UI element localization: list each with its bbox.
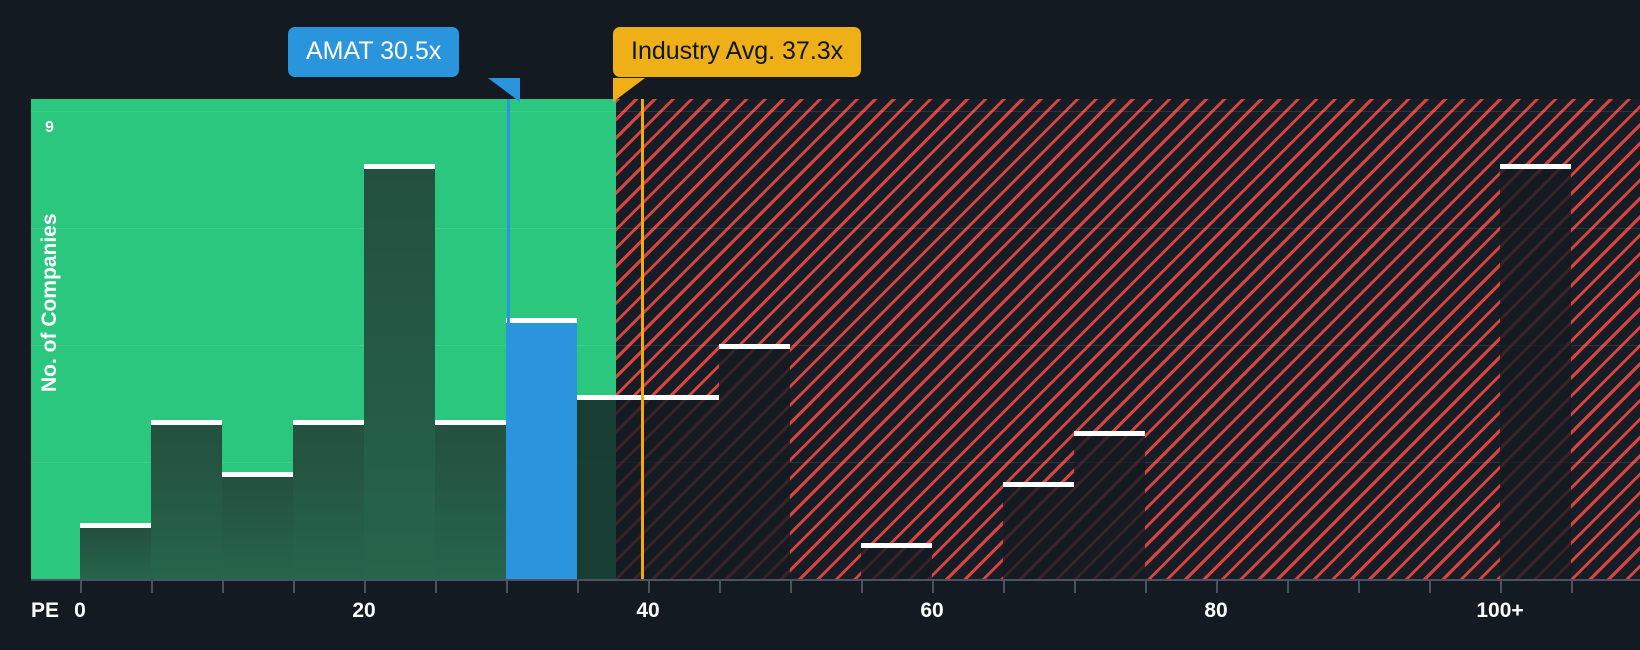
bar-cap [577, 394, 648, 400]
bar-cap [1003, 481, 1074, 487]
bar-cap [222, 471, 293, 477]
overvalued-zone [616, 99, 1640, 579]
x-axis-tick [151, 581, 153, 593]
bar-body [719, 348, 790, 579]
x-axis-prefix-label: PE [31, 599, 60, 622]
x-axis-tick [1287, 581, 1289, 593]
x-axis-line [31, 579, 1640, 581]
x-axis-tick [1074, 581, 1076, 593]
bar-body [151, 425, 222, 579]
histogram-bar[interactable] [719, 343, 790, 579]
bar-cap [719, 343, 790, 349]
bar-body [1074, 435, 1145, 579]
industry-marker-line [641, 99, 644, 579]
bar-body [435, 425, 506, 579]
bar-cap [1500, 164, 1571, 170]
bar-body [861, 548, 932, 579]
histogram-bar[interactable] [577, 394, 648, 579]
x-axis-tick [1358, 581, 1360, 593]
bar-body [648, 399, 719, 579]
x-axis-label: 60 [920, 599, 944, 622]
histogram-bar[interactable] [222, 471, 293, 579]
company-callout-label: AMAT 30.5x [306, 37, 442, 65]
x-axis-label: 0 [74, 599, 86, 622]
x-axis-tick [293, 581, 295, 593]
company-callout[interactable]: AMAT 30.5x [288, 27, 460, 77]
x-axis-tick [861, 581, 863, 593]
histogram-bar[interactable] [151, 420, 222, 579]
industry-callout[interactable]: Industry Avg. 37.3x [613, 27, 862, 77]
bar-cap [861, 543, 932, 549]
company-marker-line [507, 99, 510, 579]
histogram-bar[interactable] [1500, 164, 1571, 579]
x-axis-tick [1145, 581, 1147, 593]
x-axis-label: 100+ [1476, 599, 1524, 622]
x-axis-tick [1500, 581, 1502, 593]
bar-cap [80, 522, 151, 528]
histogram-bar[interactable] [364, 164, 435, 579]
bar-cap [293, 420, 364, 426]
x-axis-tick [1003, 581, 1005, 593]
x-axis-tick [222, 581, 224, 593]
bar-cap [151, 420, 222, 426]
bar-body [506, 322, 577, 579]
x-axis-tick [364, 581, 366, 593]
x-axis-tick [1429, 581, 1431, 593]
bar-cap [435, 420, 506, 426]
y-axis-max-value: 9 [45, 119, 54, 136]
x-axis-tick [577, 581, 579, 593]
x-axis-tick [648, 581, 650, 593]
plot-area [31, 99, 1640, 579]
x-axis-tick [719, 581, 721, 593]
histogram-bar[interactable] [435, 420, 506, 579]
bar-body [1003, 486, 1074, 579]
histogram-bar[interactable] [1074, 430, 1145, 579]
x-axis-tick [1216, 581, 1218, 593]
x-axis-label: 80 [1204, 599, 1228, 622]
histogram-bar[interactable] [293, 420, 364, 579]
gridline [31, 462, 1640, 463]
bar-cap [364, 164, 435, 170]
bar-body [364, 169, 435, 579]
histogram-bar[interactable] [506, 317, 577, 579]
bar-body [293, 425, 364, 579]
histogram-bar[interactable] [1003, 481, 1074, 579]
industry-callout-tail [613, 78, 645, 102]
company-callout-tail [488, 78, 520, 102]
bar-body [1500, 169, 1571, 579]
x-axis-tick [506, 581, 508, 593]
x-axis-tick [1571, 581, 1573, 593]
bar-cap [648, 394, 719, 400]
gridline [31, 228, 1640, 229]
industry-callout-label: Industry Avg. 37.3x [631, 37, 844, 65]
x-axis-tick [932, 581, 934, 593]
histogram-bar[interactable] [648, 394, 719, 579]
x-axis-label: 40 [636, 599, 660, 622]
bar-cap [1074, 430, 1145, 436]
y-axis-title: No. of Companies [38, 213, 61, 392]
gridline [31, 111, 1640, 112]
histogram-bar[interactable] [861, 543, 932, 579]
bar-body [80, 527, 151, 579]
x-axis-tick [80, 581, 82, 593]
x-axis-label: 20 [352, 599, 376, 622]
bar-body [577, 399, 648, 579]
x-axis-tick [435, 581, 437, 593]
bar-cap [506, 317, 577, 323]
histogram-bar[interactable] [80, 522, 151, 579]
gridline [31, 345, 1640, 346]
bar-body [222, 476, 293, 579]
x-axis-tick [790, 581, 792, 593]
